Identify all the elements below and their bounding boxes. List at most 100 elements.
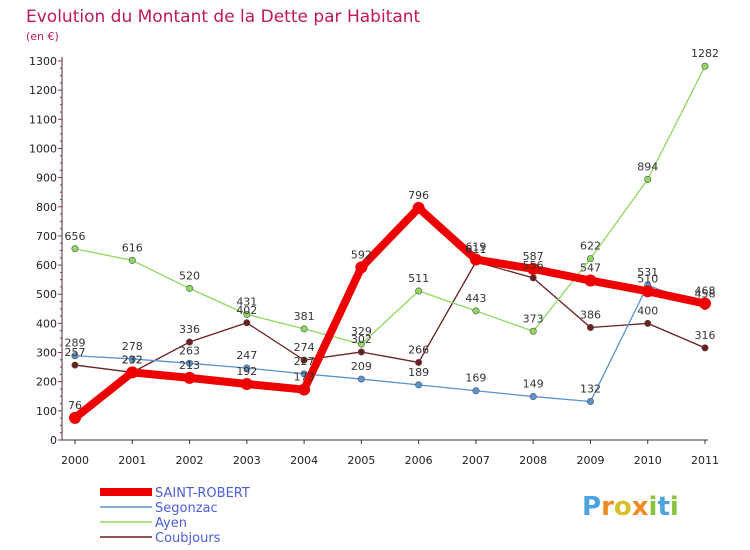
x-tick-label: 2008 <box>519 454 547 467</box>
data-point-segonzac <box>472 387 480 395</box>
data-point-saint-robert <box>699 297 711 310</box>
chart-subtitle: (en €) <box>26 30 59 43</box>
legend-label-segonzac: Segonzac <box>155 501 218 516</box>
series-line-segonzac <box>74 284 706 403</box>
data-point-saint-robert <box>584 274 597 287</box>
x-tick-label: 2000 <box>61 454 89 467</box>
data-label-ayen: 656 <box>65 230 86 243</box>
y-tick-label: 300 <box>36 347 57 360</box>
data-point-saint-robert <box>126 366 139 379</box>
data-label-segonzac: 531 <box>637 266 658 279</box>
data-label-coubjours: 257 <box>65 346 86 359</box>
data-label-saint-robert: 468 <box>695 285 716 298</box>
data-point-coubjours <box>644 319 652 327</box>
data-point-ayen <box>186 284 194 292</box>
y-tick-label: 900 <box>36 172 57 185</box>
data-label-segonzac: 169 <box>465 372 486 385</box>
x-tick-label: 2002 <box>176 454 204 467</box>
data-label-coubjours: 302 <box>351 333 372 346</box>
data-point-saint-robert <box>183 371 196 384</box>
y-tick-label: 400 <box>36 317 57 330</box>
data-label-ayen: 443 <box>465 292 486 305</box>
data-label-segonzac: 209 <box>351 360 372 373</box>
data-label-saint-robert: 213 <box>179 359 200 372</box>
data-label-segonzac: 289 <box>65 337 86 350</box>
data-label-segonzac: 263 <box>179 344 200 357</box>
series-line-saint-robert <box>71 203 709 422</box>
data-label-ayen: 1282 <box>691 47 719 60</box>
data-point-coubjours <box>243 319 251 327</box>
data-label-saint-robert: 232 <box>122 353 143 366</box>
y-tick-label: 1300 <box>29 55 57 68</box>
data-label-saint-robert: 796 <box>408 189 429 202</box>
brand-text: Proxiti <box>582 492 679 522</box>
x-tick-label: 2007 <box>462 454 490 467</box>
brand-letter: P <box>582 492 601 522</box>
data-label-saint-robert: 192 <box>236 365 257 378</box>
brand-letter: x <box>632 492 649 522</box>
data-point-saint-robert <box>469 253 482 266</box>
series-line-ayen <box>74 65 706 345</box>
legend-label-saint-robert: SAINT-ROBERT <box>155 486 250 501</box>
data-point-coubjours <box>300 356 308 364</box>
data-point-ayen <box>300 325 308 333</box>
y-tick-label: 1000 <box>29 142 57 155</box>
data-point-ayen <box>586 255 594 263</box>
data-label-saint-robert: 547 <box>580 262 601 275</box>
data-label-segonzac: 149 <box>523 378 544 391</box>
data-label-saint-robert: 619 <box>465 241 486 254</box>
data-point-coubjours <box>586 323 594 331</box>
data-label-coubjours: 336 <box>179 323 200 336</box>
y-tick-label: 200 <box>36 376 57 389</box>
data-label-coubjours: 266 <box>408 343 429 356</box>
brand-letter: o <box>614 492 632 522</box>
data-point-saint-robert <box>240 378 253 391</box>
data-point-segonzac <box>357 375 365 383</box>
data-label-coubjours: 316 <box>695 329 716 342</box>
legend-label-coubjours: Coubjours <box>155 531 221 546</box>
chart-title: Evolution du Montant de la Dette par Hab… <box>26 7 421 27</box>
data-point-segonzac <box>128 355 136 363</box>
y-tick-label: 1100 <box>29 113 57 126</box>
x-tick-label: 2004 <box>290 454 318 467</box>
data-label-ayen: 511 <box>408 272 429 285</box>
x-tick-label: 2009 <box>576 454 604 467</box>
data-label-saint-robert: 587 <box>523 250 544 263</box>
y-tick-label: 700 <box>36 230 57 243</box>
y-tick-label: 500 <box>36 288 57 301</box>
series-layer <box>69 62 711 424</box>
data-point-saint-robert <box>641 285 654 298</box>
y-tick-label: 600 <box>36 259 57 272</box>
brand-letter: r <box>601 492 614 522</box>
data-label-ayen: 373 <box>523 312 544 325</box>
data-label-ayen: 381 <box>294 310 315 323</box>
data-point-coubjours <box>415 358 423 366</box>
data-label-coubjours: 274 <box>294 341 315 354</box>
data-label-coubjours: 232 <box>122 353 143 366</box>
data-label-segonzac: 458 <box>695 287 716 300</box>
data-label-coubjours: 386 <box>580 308 601 321</box>
data-label-segonzac: 132 <box>580 383 601 396</box>
data-point-saint-robert <box>69 411 81 424</box>
y-tick-label: 0 <box>50 434 57 447</box>
data-point-segonzac <box>415 381 423 389</box>
data-point-saint-robert <box>412 201 425 214</box>
data-label-ayen: 622 <box>580 240 601 253</box>
legend-label-ayen: Ayen <box>155 516 187 531</box>
data-point-ayen <box>71 245 79 253</box>
axes: 0 100 200 300 400 500 600 700 800 900 1000 1100 1200… <box>29 55 719 467</box>
data-label-coubjours: 611 <box>465 243 486 256</box>
x-tick-label: 2010 <box>634 454 662 467</box>
data-label-segonzac: 189 <box>408 366 429 379</box>
data-label-ayen: 329 <box>351 325 372 338</box>
data-label-saint-robert: 510 <box>637 272 658 285</box>
data-point-segonzac <box>586 398 594 406</box>
data-point-segonzac <box>186 359 194 367</box>
data-label-segonzac: 247 <box>236 349 257 362</box>
x-tick-label: 2011 <box>691 454 719 467</box>
data-label-segonzac: 278 <box>122 340 143 353</box>
